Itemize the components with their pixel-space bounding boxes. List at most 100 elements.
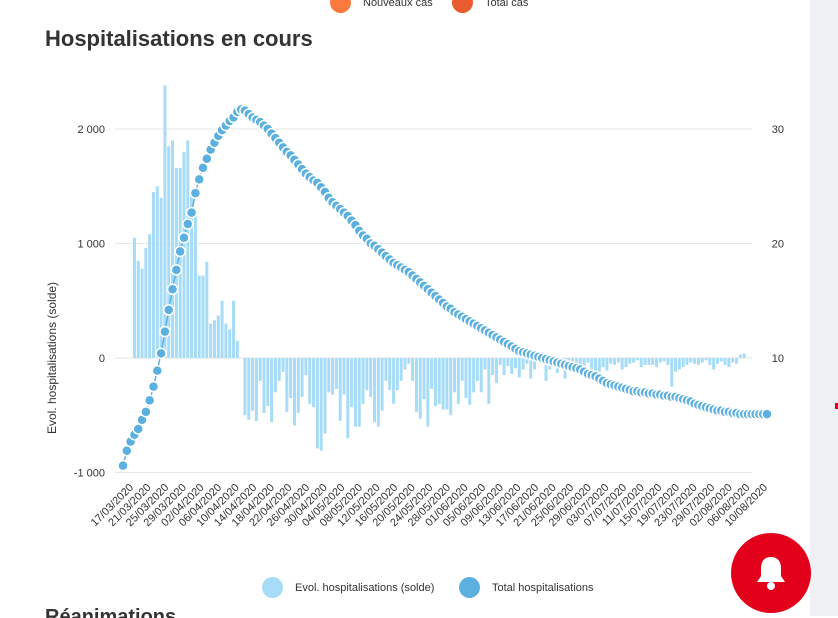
bar (171, 140, 175, 358)
bar (346, 358, 350, 439)
bar (437, 358, 441, 404)
legend-item-total-hospitalisations[interactable]: Total hospitalisations (459, 577, 594, 598)
bar (613, 358, 617, 365)
bar (430, 358, 434, 389)
bar (506, 358, 510, 367)
bar (502, 358, 506, 376)
bar (243, 358, 247, 416)
bar (521, 358, 525, 370)
bar (411, 358, 415, 381)
bar (681, 358, 685, 368)
bar (266, 358, 270, 407)
bar (594, 358, 598, 378)
y-left-tick-label: 1 000 (77, 239, 105, 251)
data-point (117, 459, 129, 472)
bar (380, 358, 384, 411)
bar (281, 358, 285, 372)
bar (289, 358, 293, 399)
bar (384, 358, 388, 381)
notification-bell-button[interactable] (731, 533, 811, 613)
legend-item-nouveaux-cas[interactable]: Nouveaux cas (330, 0, 433, 13)
bar (651, 358, 655, 365)
bar (727, 358, 731, 368)
y-left-tick-label: -1 000 (74, 468, 105, 480)
bar (193, 211, 197, 358)
bar (433, 358, 437, 407)
bar (331, 358, 335, 395)
page-right-gutter (810, 0, 838, 616)
bar (258, 358, 262, 381)
bar (574, 358, 578, 365)
bar (647, 358, 651, 365)
bar (658, 358, 662, 363)
data-point (170, 264, 183, 276)
legend-item-total-cas[interactable]: Total cas (452, 0, 528, 13)
bar (270, 358, 274, 423)
bar (388, 358, 392, 391)
bar (693, 358, 697, 364)
data-point (189, 187, 202, 199)
bar (586, 358, 590, 363)
bar (212, 320, 216, 358)
bar (525, 358, 529, 364)
bar (361, 358, 365, 404)
bar (712, 358, 716, 370)
bar (369, 358, 373, 397)
bar (392, 358, 396, 404)
bar (353, 358, 357, 427)
data-point (182, 218, 194, 230)
data-point (159, 325, 171, 338)
bar (635, 358, 639, 361)
bar (136, 260, 140, 358)
bar (708, 358, 712, 365)
bar (487, 358, 491, 404)
bar (529, 358, 533, 379)
bar (464, 358, 468, 399)
bar (662, 358, 666, 362)
bar (609, 358, 613, 364)
bar (483, 358, 487, 370)
bar (704, 358, 708, 361)
bar (422, 358, 426, 400)
bar (674, 358, 678, 372)
bar (376, 358, 380, 427)
bar (334, 358, 338, 389)
bar (449, 358, 453, 416)
chart-title: Hospitalisations en cours (45, 26, 313, 51)
bar (414, 358, 418, 412)
bar (190, 190, 194, 358)
legend-marker (459, 577, 480, 598)
bar (590, 358, 594, 375)
bar (201, 275, 205, 358)
bar (163, 85, 167, 359)
bar (151, 191, 155, 358)
bar (365, 358, 369, 391)
bar (655, 358, 658, 368)
bar (735, 358, 739, 364)
bar (677, 358, 681, 370)
legend-label: Evol. hospitalisations (solde) (295, 581, 435, 594)
series-line (122, 108, 767, 466)
bar (567, 358, 571, 362)
y-left-tick-label: 2 000 (77, 124, 105, 136)
bar (475, 358, 479, 381)
bar (167, 146, 171, 358)
bar (715, 358, 719, 364)
legend-marker (330, 0, 351, 13)
bar (327, 358, 331, 393)
edge-marker (835, 403, 838, 409)
bar (247, 358, 251, 420)
bar (544, 358, 548, 381)
bar (228, 329, 232, 358)
legend-item-evol-hospitalisations[interactable]: Evol. hospitalisations (solde) (262, 577, 434, 598)
bar (174, 167, 178, 358)
bar (224, 323, 228, 358)
y-axis-label: Evol. hospitalisations (solde) (45, 282, 59, 434)
bar (144, 248, 148, 358)
data-point (166, 283, 179, 296)
bar (468, 358, 472, 405)
bar (578, 358, 582, 368)
bar (597, 358, 601, 372)
y-right-tick-label: 30 (772, 124, 784, 136)
bar (719, 358, 723, 362)
